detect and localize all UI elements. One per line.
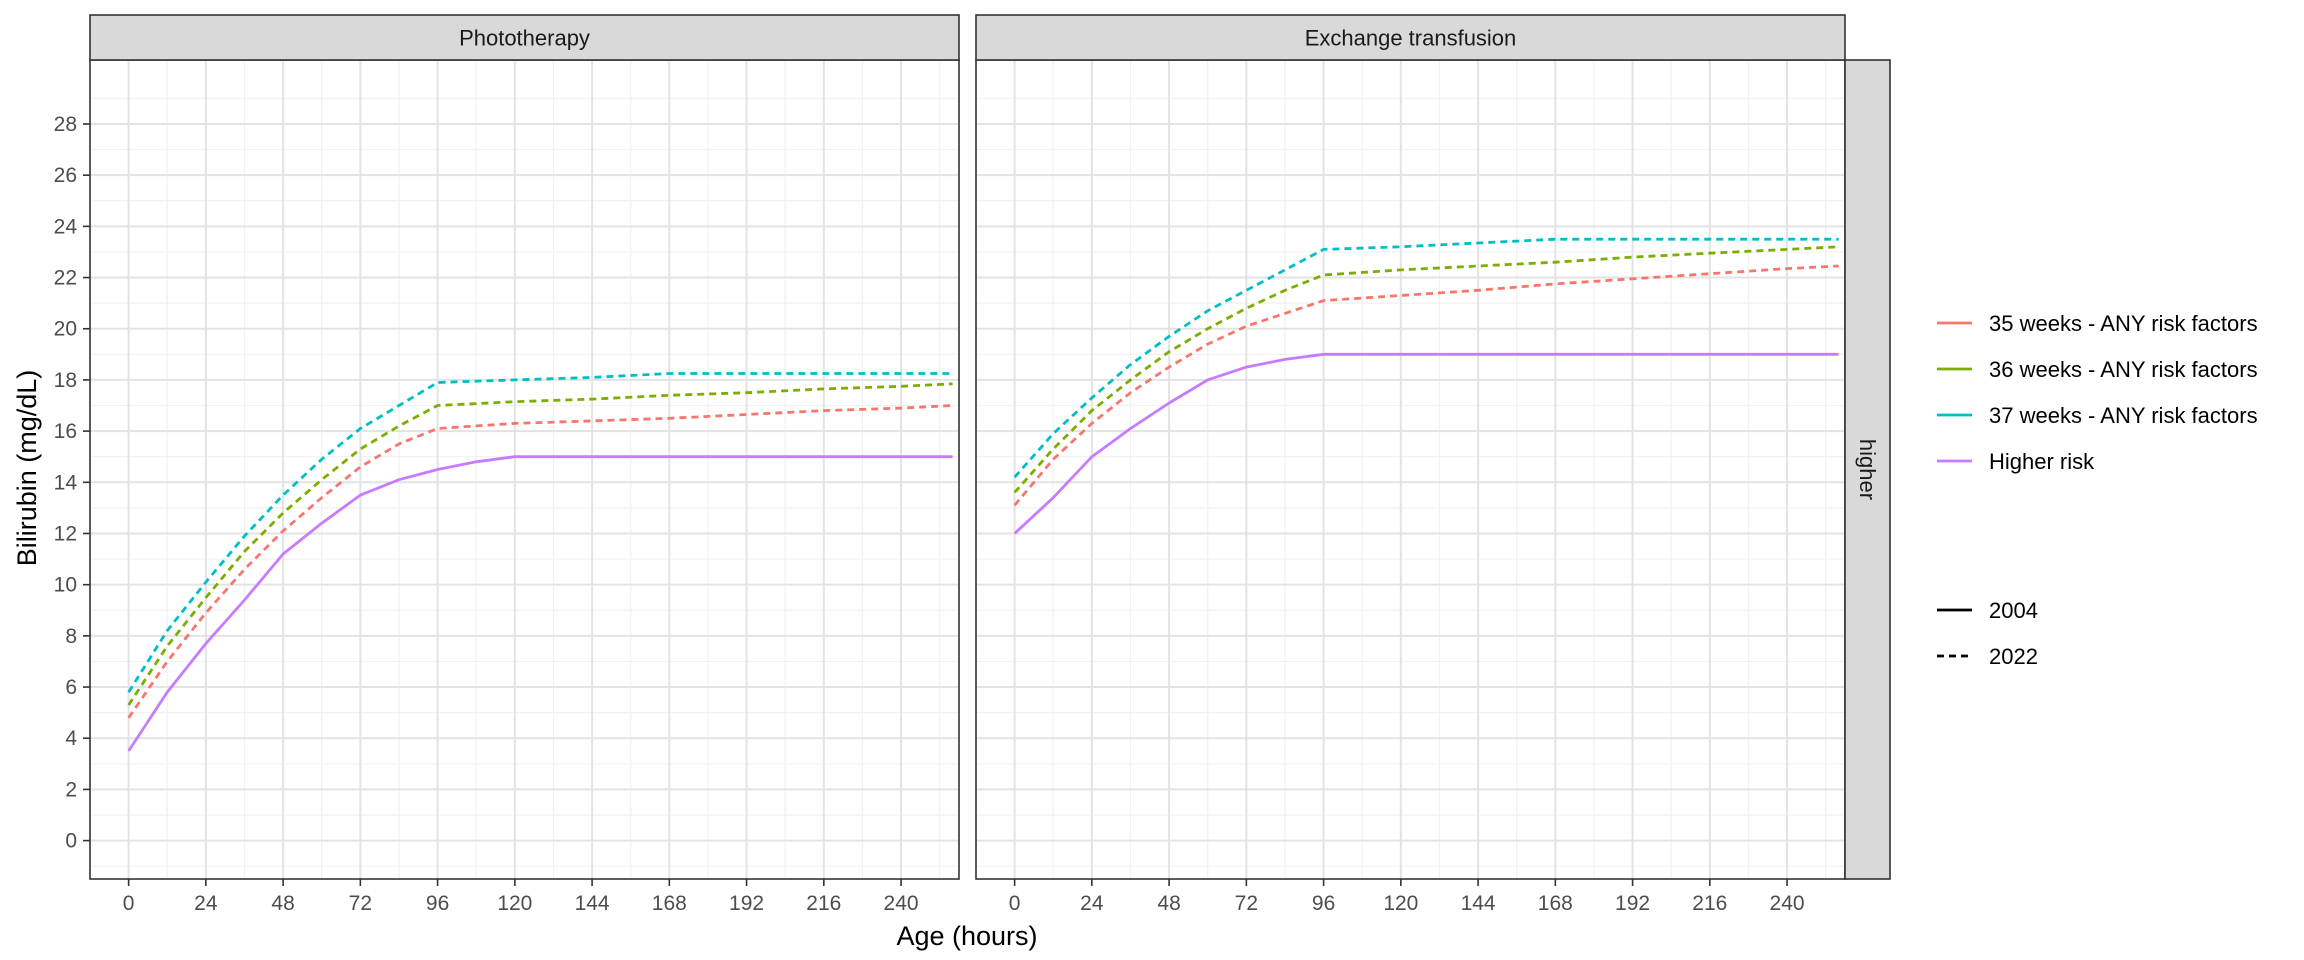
- legend-label-linetype-2022: 2022: [1989, 644, 2038, 669]
- x-tick-label: 192: [1615, 892, 1650, 915]
- x-tick-label: 72: [349, 892, 372, 915]
- x-tick-label: 144: [575, 892, 610, 915]
- x-tick-label: 0: [123, 892, 135, 915]
- y-tick-label: 10: [54, 574, 77, 597]
- x-tick-label: 192: [729, 892, 764, 915]
- series-line-37-weeks-any-risk-factors: [127, 372, 953, 693]
- x-tick-label: 240: [884, 892, 919, 915]
- x-tick-label: 240: [1770, 892, 1805, 915]
- x-tick-label: 24: [1080, 892, 1104, 915]
- x-tick-label: 48: [1157, 892, 1180, 915]
- x-tick-label: 144: [1461, 892, 1496, 915]
- series-line-37-weeks-any-risk-factors: [1013, 237, 1839, 479]
- y-tick-label: 8: [65, 625, 77, 648]
- x-tick-label: 120: [1383, 892, 1418, 915]
- row-strip-label: higher: [1855, 439, 1880, 500]
- y-tick-label: 28: [54, 113, 77, 136]
- x-tick-label: 48: [271, 892, 294, 915]
- panel-background: [976, 60, 1845, 879]
- y-tick-label: 20: [54, 318, 77, 341]
- series-line-higher-risk: [1013, 352, 1839, 535]
- x-tick-label: 120: [497, 892, 532, 915]
- y-tick-label: 18: [54, 369, 77, 392]
- series-line-36-weeks-any-risk-factors: [127, 382, 953, 706]
- x-tick-label: 72: [1235, 892, 1258, 915]
- axes: 0 24 48 72 96 120 144 168 192 216 240 0 24 48 72 96 120 1…: [54, 113, 1805, 915]
- panel-exchange-transfusion: Exchange transfusion: [975, 14, 1846, 880]
- row-strip: [1844, 59, 1891, 880]
- x-axis-title: Age (hours): [896, 921, 1037, 951]
- series-line-35-weeks-any-risk-factors: [1013, 264, 1839, 507]
- x-tick-label: 24: [194, 892, 218, 915]
- x-tick-label: 0: [1009, 892, 1021, 915]
- series-line-35-weeks-any-risk-factors: [127, 404, 953, 719]
- x-tick-label: 168: [1538, 892, 1573, 915]
- y-axis-title: Bilirubin (mg/dL): [12, 370, 42, 567]
- series-line-higher-risk: [127, 455, 953, 752]
- facet-strip: [89, 14, 960, 61]
- y-tick-label: 22: [54, 267, 77, 290]
- legend: 35 weeks - ANY risk factors 36 weeks - AN…: [1937, 311, 2258, 669]
- facet-strip-label: Exchange transfusion: [1305, 26, 1517, 51]
- facet-strip: [975, 14, 1846, 61]
- legend-label-linetype-2004: 2004: [1989, 598, 2038, 623]
- y-tick-label: 12: [54, 522, 77, 545]
- y-tick-label: 14: [54, 471, 78, 494]
- y-tick-label: 0: [65, 830, 77, 853]
- panel-background: [90, 60, 959, 879]
- y-tick-label: 24: [54, 215, 78, 238]
- legend-label-higher-risk: Higher risk: [1989, 449, 2095, 474]
- x-tick-label: 168: [652, 892, 687, 915]
- series-line-36-weeks-any-risk-factors: [1013, 245, 1839, 494]
- panels: Phototherapy Exchange transfusion higher: [89, 14, 1891, 880]
- legend-label-36-weeks-any-risk-factors: 36 weeks - ANY risk factors: [1989, 357, 2258, 382]
- y-tick-label: 6: [65, 676, 77, 699]
- legend-label-35-weeks-any-risk-factors: 35 weeks - ANY risk factors: [1989, 311, 2258, 336]
- facet-strip-label: Phototherapy: [459, 26, 590, 51]
- x-tick-label: 216: [1692, 892, 1727, 915]
- panel-phototherapy: Phototherapy: [89, 14, 960, 880]
- y-tick-label: 2: [65, 778, 77, 801]
- x-tick-label: 96: [1312, 892, 1335, 915]
- legend-label-37-weeks-any-risk-factors: 37 weeks - ANY risk factors: [1989, 403, 2258, 428]
- y-tick-label: 4: [65, 727, 77, 750]
- y-tick-label: 26: [54, 164, 77, 187]
- x-tick-label: 96: [426, 892, 449, 915]
- y-tick-label: 16: [54, 420, 77, 443]
- x-tick-label: 216: [806, 892, 841, 915]
